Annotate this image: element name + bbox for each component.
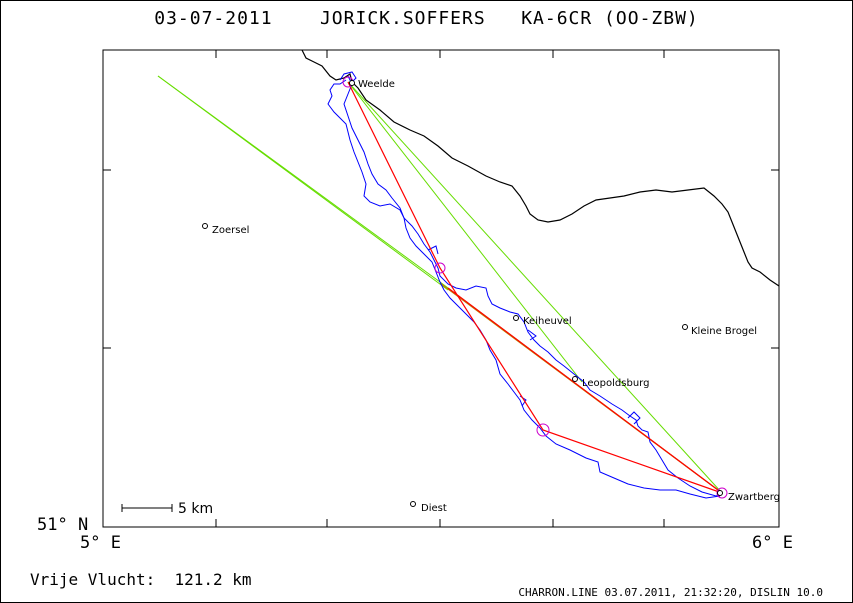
place-marker-weelde	[349, 80, 355, 86]
place-label-leopoldsburg: Leopoldsburg	[582, 378, 649, 389]
place-marker-kleine-brogel	[682, 324, 688, 330]
map-frame	[102, 49, 780, 528]
free-flight-value: 121.2 km	[174, 570, 252, 589]
longitude-left-label: 5° E	[80, 533, 121, 553]
place-labels: Weelde Zoersel Keiheuvel Kleine Brogel L…	[212, 79, 780, 514]
footer-info: CHARRON.LINE 03.07.2011, 21:32:20, DISLI…	[518, 586, 823, 599]
place-label-keiheuvel: Keiheuvel	[523, 316, 572, 327]
gps-track	[327, 79, 723, 497]
place-marker-diest	[410, 501, 416, 507]
flight-date: 03-07-2011	[154, 8, 273, 29]
place-label-kleine-brogel: Kleine Brogel	[691, 326, 757, 337]
place-marker-zoersel	[202, 223, 208, 229]
latitude-label: 51° N	[37, 515, 89, 535]
place-markers	[202, 80, 723, 507]
place-label-diest: Diest	[421, 503, 447, 514]
place-label-zoersel: Zoersel	[212, 225, 249, 236]
page-title: 03-07-2011 JORICK.SOFFERS KA-6CR (OO-ZBW…	[0, 8, 853, 29]
free-flight-label: Vrije Vlucht:	[30, 570, 156, 589]
axis-ticks	[103, 50, 779, 527]
place-label-zwartberg: Zwartberg	[728, 492, 780, 503]
task-line	[347, 81, 723, 494]
place-marker-keiheuvel	[513, 315, 519, 321]
place-label-weelde: Weelde	[358, 79, 395, 90]
place-marker-zwartberg	[717, 490, 723, 496]
free-flight-stat: Vrije Vlucht: 121.2 km	[30, 570, 252, 589]
scale-bar-label: 5 km	[178, 501, 213, 517]
place-marker-leopoldsburg	[572, 376, 578, 382]
scale-bar: 5 km	[121, 501, 213, 517]
glider-id: KA-6CR (OO-ZBW)	[521, 8, 699, 29]
pilot-name: JORICK.SOFFERS	[319, 8, 486, 29]
gps-track-return	[343, 75, 721, 499]
track-spurs	[339, 71, 641, 425]
longitude-right-label: 6° E	[752, 533, 793, 553]
